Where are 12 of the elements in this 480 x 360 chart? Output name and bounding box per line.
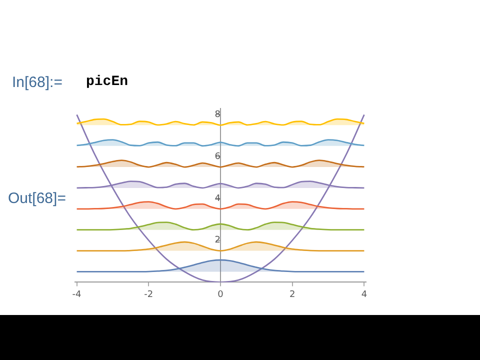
y-tick-label: 8 xyxy=(214,110,221,120)
y-tick-label: 4 xyxy=(214,194,221,204)
x-tick-label: 2 xyxy=(289,290,296,300)
text: Out[68]= xyxy=(8,190,66,207)
x-tick-label: -4 xyxy=(72,290,82,300)
text: picEn xyxy=(86,74,128,90)
x-tick-label: 0 xyxy=(218,290,224,300)
y-tick-label: 6 xyxy=(214,152,221,162)
y-tick-label: 2 xyxy=(214,236,220,246)
text: In[68]:= xyxy=(12,74,62,91)
x-tick-label: -2 xyxy=(144,290,154,300)
x-tick-label: 4 xyxy=(361,290,368,300)
